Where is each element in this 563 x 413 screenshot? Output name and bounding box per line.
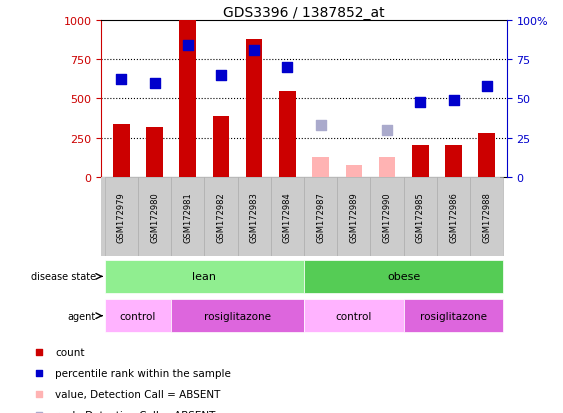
Text: GSM172983: GSM172983	[249, 192, 258, 242]
Bar	[404, 299, 503, 333]
Point	[216, 72, 225, 79]
Text: lean: lean	[193, 272, 216, 282]
Bar	[445, 145, 462, 178]
Bar	[346, 166, 362, 178]
Text: control: control	[336, 311, 372, 321]
Text: disease state: disease state	[30, 272, 96, 282]
Point	[283, 64, 292, 71]
Point	[416, 99, 425, 106]
Text: GSM172986: GSM172986	[449, 192, 458, 242]
Bar	[279, 92, 296, 178]
Text: GSM172985: GSM172985	[416, 192, 425, 242]
Text: GSM172990: GSM172990	[383, 192, 392, 242]
Bar	[246, 40, 262, 178]
Text: GSM172979: GSM172979	[117, 192, 126, 242]
Bar	[238, 178, 271, 256]
Text: GSM172989: GSM172989	[350, 192, 359, 242]
Bar	[213, 116, 229, 178]
Bar	[304, 178, 337, 256]
Point	[249, 47, 258, 54]
Text: GSM172987: GSM172987	[316, 192, 325, 242]
Text: rosiglitazone: rosiglitazone	[420, 311, 487, 321]
Text: GSM172988: GSM172988	[482, 192, 491, 242]
Bar	[304, 260, 503, 293]
Text: rank, Detection Call = ABSENT: rank, Detection Call = ABSENT	[55, 410, 216, 413]
Point	[183, 43, 192, 49]
Bar	[404, 178, 437, 256]
Text: GSM172982: GSM172982	[216, 192, 225, 242]
Text: GSM172984: GSM172984	[283, 192, 292, 242]
Point	[150, 80, 159, 87]
Point	[449, 97, 458, 104]
Bar	[146, 128, 163, 178]
Bar	[379, 157, 395, 178]
Point	[383, 127, 392, 134]
Text: percentile rank within the sample: percentile rank within the sample	[55, 368, 231, 378]
Bar	[113, 124, 129, 178]
Point	[117, 77, 126, 83]
Text: agent: agent	[68, 311, 96, 321]
Bar	[138, 178, 171, 256]
Bar	[304, 299, 404, 333]
Bar	[271, 178, 304, 256]
Bar	[437, 178, 470, 256]
Bar	[171, 178, 204, 256]
Bar	[105, 178, 138, 256]
Bar	[479, 134, 495, 178]
Text: count: count	[55, 347, 85, 357]
Bar	[105, 299, 171, 333]
Text: GSM172981: GSM172981	[183, 192, 192, 242]
Bar	[312, 157, 329, 178]
Text: value, Detection Call = ABSENT: value, Detection Call = ABSENT	[55, 389, 221, 399]
Bar	[412, 145, 428, 178]
Point	[533, 392, 542, 399]
Bar	[105, 260, 304, 293]
Bar	[180, 21, 196, 178]
Title: GDS3396 / 1387852_at: GDS3396 / 1387852_at	[223, 6, 385, 20]
Point	[533, 198, 542, 204]
Bar	[337, 178, 370, 256]
Bar	[171, 299, 304, 333]
Text: obese: obese	[387, 272, 421, 282]
Bar	[204, 178, 238, 256]
Point	[533, 10, 542, 17]
Text: rosiglitazone: rosiglitazone	[204, 311, 271, 321]
Point	[316, 123, 325, 129]
Bar	[370, 178, 404, 256]
Bar	[470, 178, 503, 256]
Point	[482, 83, 491, 90]
Text: GSM172980: GSM172980	[150, 192, 159, 242]
Text: control: control	[120, 311, 156, 321]
